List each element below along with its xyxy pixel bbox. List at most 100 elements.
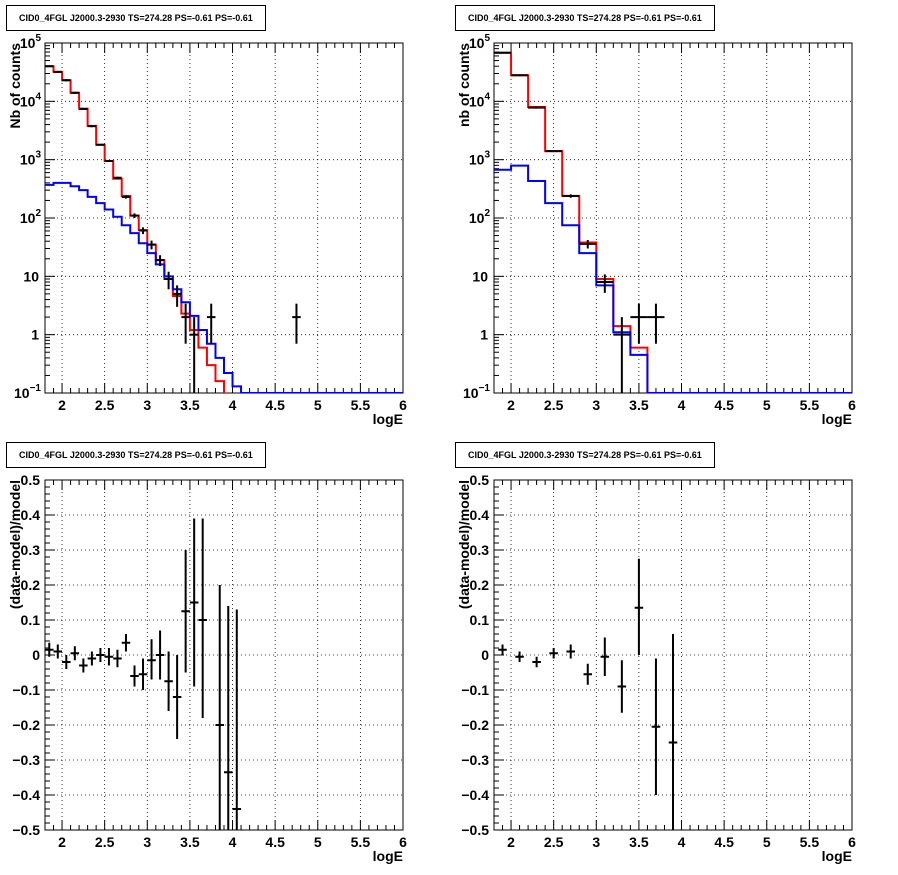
data-point xyxy=(138,658,148,690)
data-point xyxy=(53,644,63,659)
data-point xyxy=(532,656,541,668)
data-point xyxy=(511,74,529,77)
data-point xyxy=(164,271,173,290)
y-tick-label: 105 xyxy=(469,33,491,51)
data-point xyxy=(96,143,105,146)
data-point xyxy=(79,107,88,110)
data-point xyxy=(172,655,182,739)
y-tick-label: −0.3 xyxy=(461,752,489,768)
x-tick-label: 4 xyxy=(229,834,237,850)
x-tick-label: 2 xyxy=(58,397,66,413)
x-tick-label: 4.5 xyxy=(265,397,285,413)
data-point xyxy=(155,630,165,680)
plot-frame xyxy=(44,479,404,831)
y-tick-label: −0.1 xyxy=(461,682,489,698)
y-tick-label: −0.1 xyxy=(12,682,40,698)
data-point xyxy=(130,213,139,218)
data-point xyxy=(147,240,156,250)
x-axis-title: logE xyxy=(373,848,403,864)
data-point xyxy=(96,648,105,662)
x-tick-label: 6 xyxy=(848,397,856,413)
data-point xyxy=(45,65,54,68)
y-tick-label: 104 xyxy=(469,91,491,109)
x-tick-label: 2 xyxy=(58,834,66,850)
data-point xyxy=(70,646,80,661)
data-point xyxy=(189,518,199,687)
data-point xyxy=(138,227,148,235)
chart-bottom-left: 2 2.5 3 3.5 4 4.5 5 5.5 6 −0.5 −0.4 −0.3 −0.2 −0.1 0 0.… xyxy=(7,472,407,864)
data-point xyxy=(130,665,139,687)
data-point xyxy=(104,159,114,162)
data-point xyxy=(172,285,182,307)
plot-area xyxy=(45,65,403,393)
x-tick-label: 5.5 xyxy=(800,397,820,413)
y-tick-label: 10 xyxy=(23,268,39,284)
data-point xyxy=(53,70,63,73)
data-point xyxy=(292,303,301,344)
panel-bottom-right: CID0_4FGL J2000.3-2930 TS=274.28 PS=-0.6… xyxy=(449,437,898,874)
x-axis-title: logE xyxy=(822,848,852,864)
chart-title: CID0_4FGL J2000.3-2930 TS=274.28 PS=-0.6… xyxy=(6,5,266,31)
data-point xyxy=(617,660,627,713)
y-tick-label: 0.5 xyxy=(470,472,490,488)
x-tick-label: 5 xyxy=(314,397,322,413)
y-axis-title: Nb of counts xyxy=(7,43,23,129)
data-point xyxy=(113,649,122,668)
x-tick-label: 5 xyxy=(763,397,771,413)
y-tick-label: 0.4 xyxy=(470,507,490,523)
data-point xyxy=(494,51,512,54)
y-axis-title: (data-model)/model xyxy=(456,480,472,609)
y-tick-label: −0.2 xyxy=(12,717,40,733)
y-tick-label: 0.1 xyxy=(470,612,490,628)
data-point xyxy=(121,195,131,199)
data-point xyxy=(189,317,199,393)
y-tick-label: 0.4 xyxy=(21,507,41,523)
y-tick-label: 0.2 xyxy=(470,577,490,593)
data-point xyxy=(62,655,71,669)
y-tick-label: −0.5 xyxy=(461,822,489,838)
data-point xyxy=(528,106,546,109)
panel-top-right: CID0_4FGL J2000.3-2930 TS=274.28 PS=-0.6… xyxy=(449,0,898,437)
x-tick-label: 2.5 xyxy=(544,397,564,413)
data-point xyxy=(147,639,156,680)
data-point xyxy=(613,317,631,393)
chart-title: CID0_4FGL J2000.3-2930 TS=274.28 PS=-0.6… xyxy=(455,442,715,468)
x-axis-title: logE xyxy=(822,411,852,427)
x-tick-label: 2 xyxy=(507,397,515,413)
x-tick-label: 4.5 xyxy=(265,834,285,850)
data-point xyxy=(155,255,165,267)
hist-series xyxy=(494,164,852,393)
data-point xyxy=(181,550,190,673)
y-tick-label: 104 xyxy=(20,91,42,109)
data-point xyxy=(198,518,207,718)
y-tick-label: 102 xyxy=(20,208,42,226)
y-tick-label: 0 xyxy=(481,647,489,663)
x-tick-label: 4 xyxy=(678,397,686,413)
y-tick-label: 0.1 xyxy=(21,612,41,628)
data-point xyxy=(562,194,580,198)
data-point xyxy=(87,125,97,128)
x-tick-label: 6 xyxy=(848,834,856,850)
y-tick-label: 0.3 xyxy=(21,542,41,558)
x-tick-label: 2.5 xyxy=(95,834,115,850)
data-point xyxy=(498,644,507,655)
y-tick-label: −0.2 xyxy=(461,717,489,733)
chart-title: CID0_4FGL J2000.3-2930 TS=274.28 PS=-0.6… xyxy=(6,442,266,468)
x-tick-label: 5.5 xyxy=(800,834,820,850)
data-point xyxy=(215,585,224,830)
x-tick-label: 5.5 xyxy=(351,834,371,850)
y-tick-label: 105 xyxy=(20,33,42,51)
x-tick-label: 3 xyxy=(143,397,151,413)
data-point xyxy=(668,634,678,830)
x-axis-title: logE xyxy=(373,411,403,427)
plot-area xyxy=(494,51,852,393)
hist-series xyxy=(45,181,403,393)
x-tick-label: 4.5 xyxy=(714,834,734,850)
x-tick-label: 3.5 xyxy=(629,397,649,413)
y-axis-title: (data-model)/model xyxy=(7,480,23,609)
y-tick-label: −0.3 xyxy=(12,752,40,768)
y-tick-label: 0 xyxy=(32,647,40,663)
chart-bottom-right: 2 2.5 3 3.5 4 4.5 5 5.5 6 −0.5 −0.4 −0.3 −0.2 −0.1 0 0.… xyxy=(456,472,856,864)
x-tick-label: 2 xyxy=(507,834,515,850)
data-point xyxy=(70,91,80,94)
